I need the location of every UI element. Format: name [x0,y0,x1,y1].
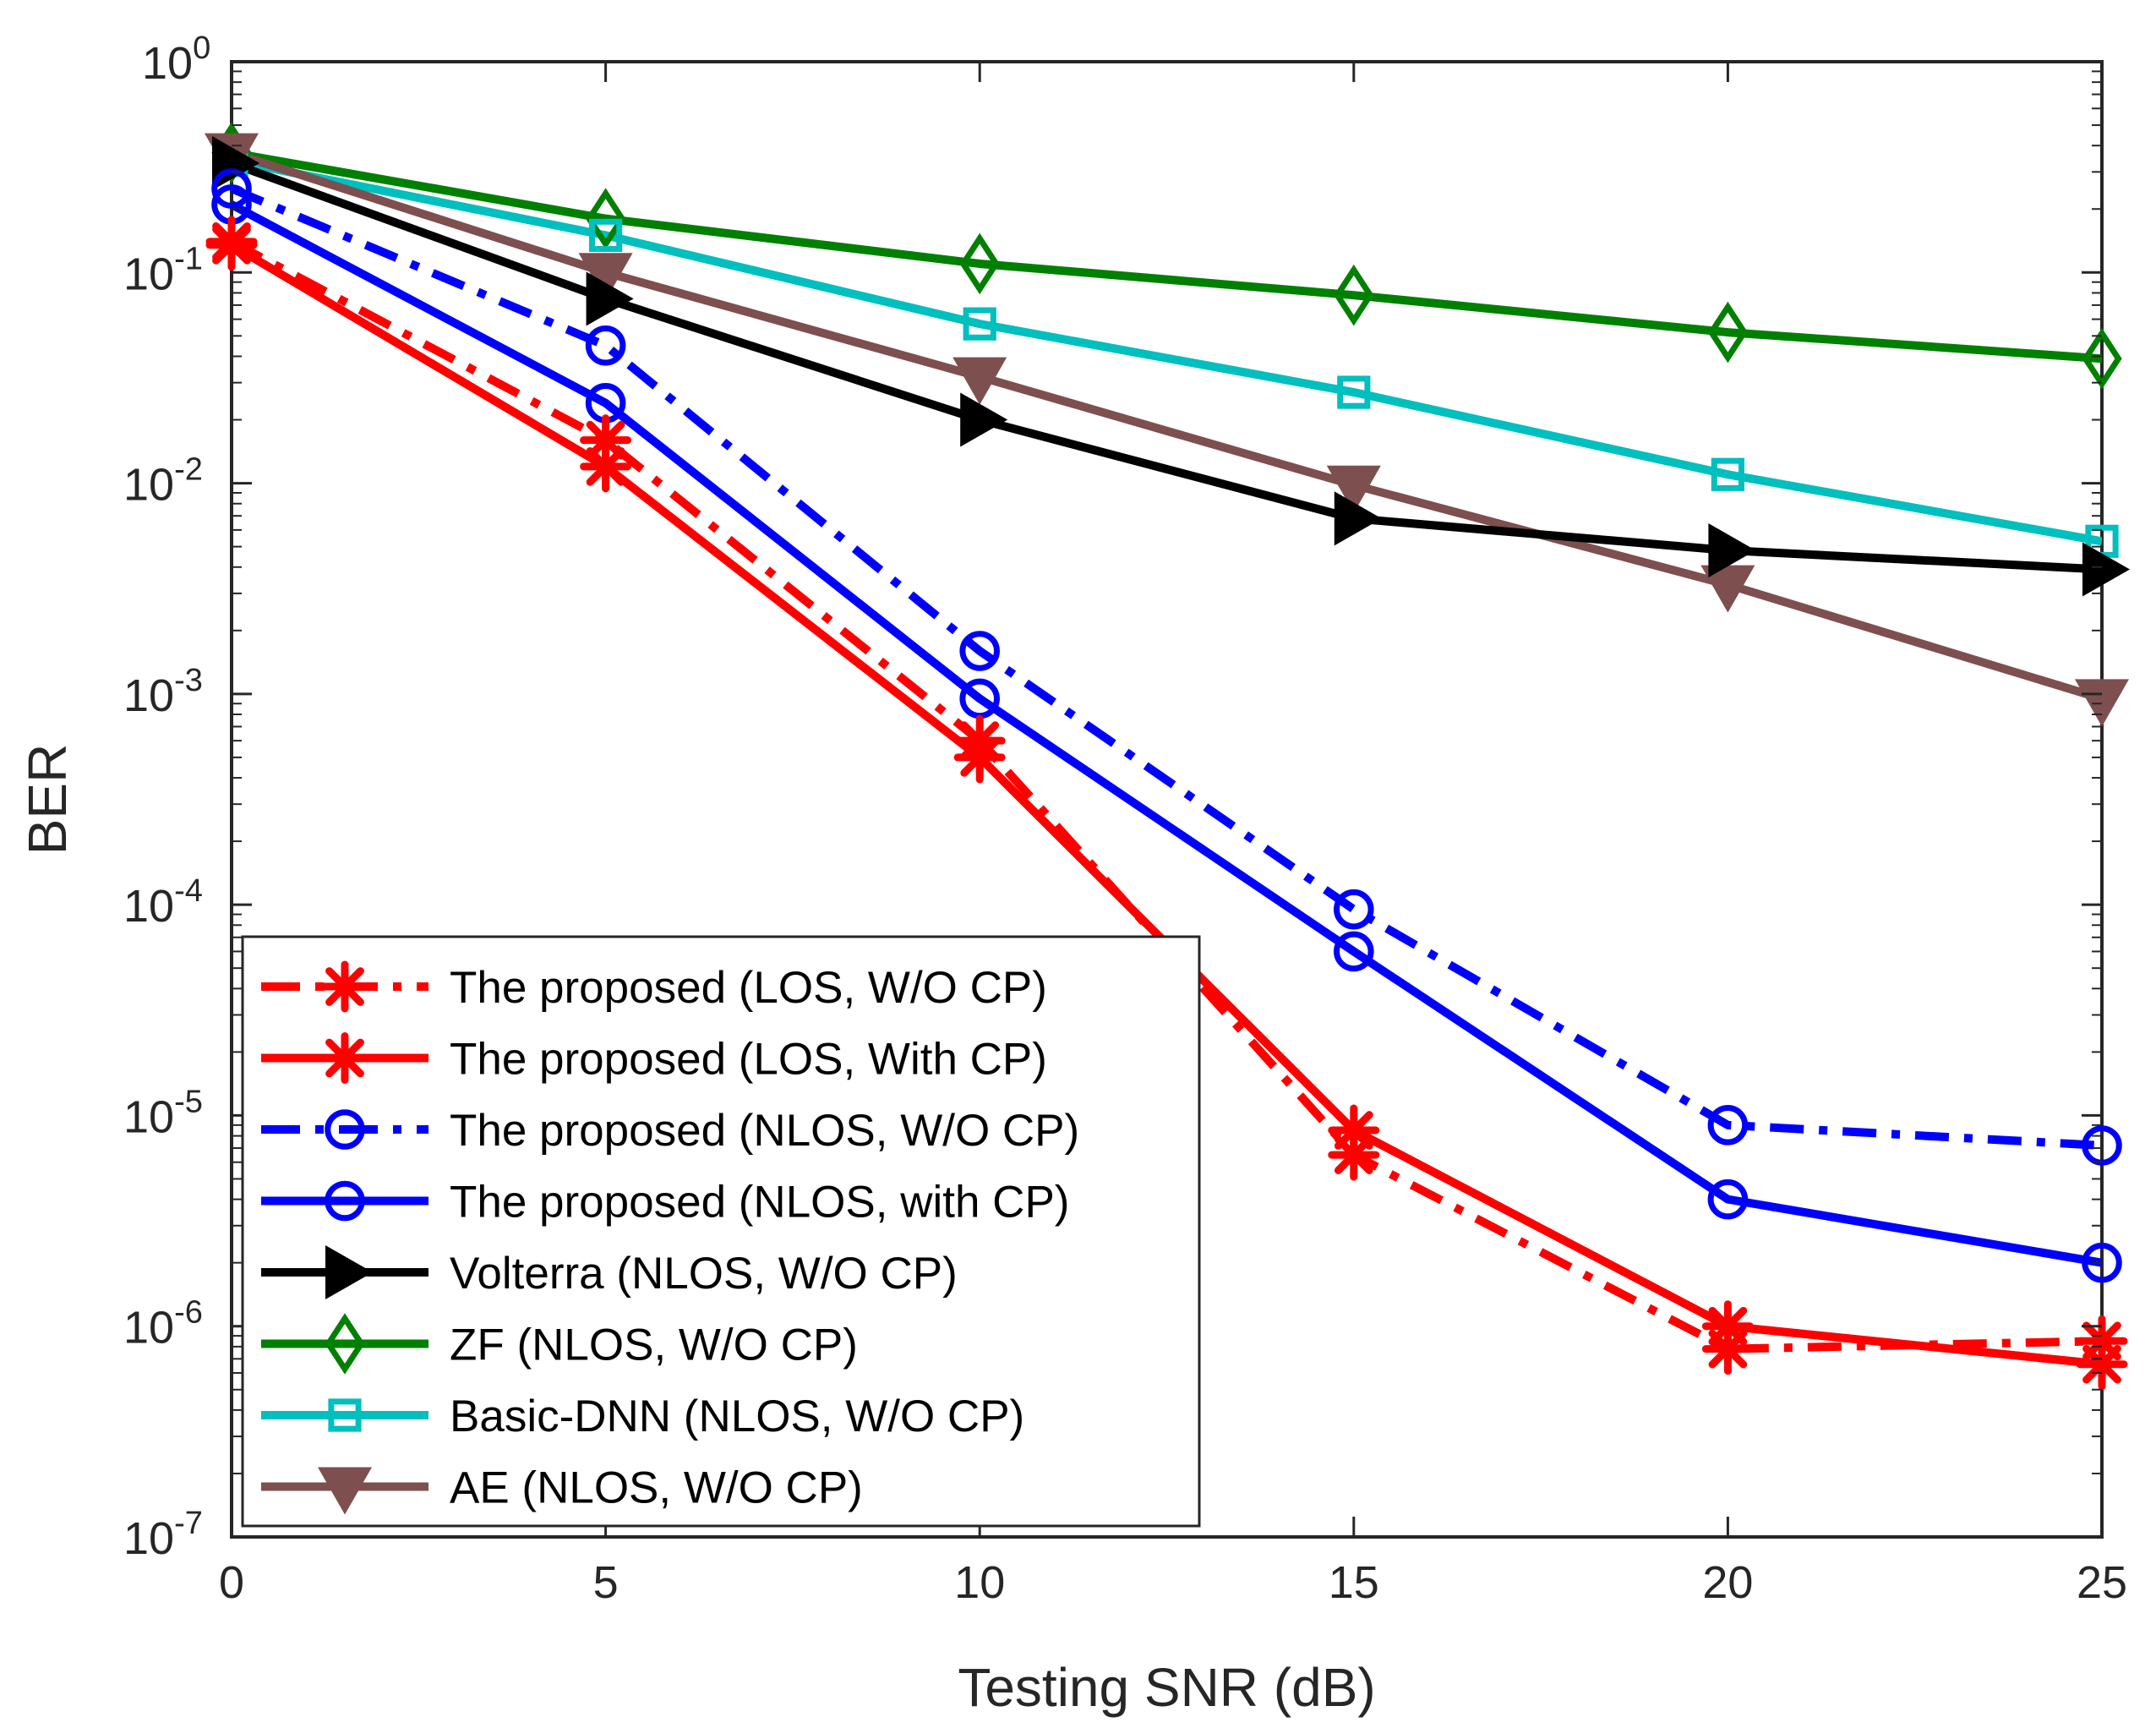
data-point-series-7 [963,307,996,341]
legend-marker-4 [325,1180,365,1222]
legend-label-1: The proposed (LOS, W/O CP) [450,963,1047,1013]
legend-label-3: The proposed (NLOS, W/O CP) [450,1106,1079,1156]
legend-label-8: AE (NLOS, W/O CP) [450,1463,863,1513]
y-tick-label: 10-1 [123,241,203,299]
marker-stroke [1334,1135,1373,1174]
data-point-series-8 [1326,465,1381,513]
axes: 0 5 10 15 20 25 100 10-1 10-2 10-3 10-4 10-5 10-6 10-… [123,30,2127,1608]
y-tick-label: 10-7 [123,1506,203,1564]
legend-marker-3 [325,1109,365,1150]
series-line-5 [232,159,2102,574]
data-point-series-5 [1334,491,1382,546]
series-line-3 [232,184,2102,1150]
legend-label-4: The proposed (NLOS, with CP) [450,1178,1069,1228]
data-point-series-8 [1700,565,1755,613]
y-tick-label: 100 [142,30,210,89]
data-point-series-3 [959,631,1000,671]
data-point-series-7 [1711,457,1745,491]
x-tick-label: 10 [954,1557,1005,1608]
series-line-6 [232,148,2102,364]
data-point-series-6 [1334,264,1374,326]
x-tick-label: 0 [219,1557,244,1608]
x-tick-label: 20 [1702,1557,1753,1608]
marker-stroke [325,967,364,1006]
data-point-series-4 [1334,931,1374,972]
x-axis-label: Testing SNR (dB) [958,1657,1375,1718]
y-tick-label: 10-5 [123,1084,203,1142]
data-point-series-4 [1707,1178,1749,1220]
marker-stroke [960,721,1000,761]
data-point-series-8 [952,357,1007,405]
data-point-series-5 [586,271,634,326]
data-point-series-6 [2082,327,2122,390]
data-point-series-8 [578,253,633,301]
data-point-series-7 [1337,375,1371,409]
data-point-series-6 [1707,301,1749,364]
x-tick-label: 15 [1329,1557,1379,1608]
data-point-series-1 [205,216,258,268]
data-point-series-4 [2082,1242,2122,1283]
y-tick-label: 10-3 [123,663,203,721]
legend-marker-5 [325,1244,374,1300]
data-point-series-1 [953,714,1006,767]
marker-stroke [586,420,625,460]
data-point-series-1 [580,414,632,467]
plot-area [230,60,2104,1539]
data-point-series-7 [588,218,623,253]
y-tick-label: 10-4 [123,873,203,932]
y-tick-label: 10-6 [123,1295,203,1353]
data-point-series-1 [1328,1129,1380,1181]
y-axis-label: BER [17,744,78,856]
data-point-series-1 [1701,1323,1754,1375]
marker-stroke [212,221,251,261]
series-line-7 [232,156,2102,546]
x-tick-label: 25 [2077,1557,2127,1608]
legend-marker-1 [319,960,371,1013]
legend-label-6: ZF (NLOS, W/O CP) [450,1321,858,1370]
legend-label-2: The proposed (LOS, With CP) [450,1035,1047,1085]
data-point-series-5 [960,392,1008,447]
data-point-series-3 [1334,889,1374,930]
data-point-series-6 [585,188,626,249]
legend-marker-7 [328,1398,362,1432]
data-point-series-5 [1708,523,1756,578]
series-line-8 [232,148,2102,703]
legend: The proposed (LOS, W/O CP) The proposed (… [241,935,1201,1528]
legend-box [241,935,1201,1528]
legend-label-5: Volterra (NLOS, W/O CP) [450,1249,958,1299]
marker-layer [204,122,2131,1391]
marker-stroke [586,446,625,486]
marker-stroke [2082,1321,2121,1361]
series-layer [232,148,2102,1369]
series-line-4 [232,200,2102,1267]
data-point-series-5 [2082,542,2131,597]
y-tick-label: 10-2 [123,452,203,511]
data-point-series-3 [1707,1105,1749,1146]
legend-marker-6 [325,1313,365,1375]
data-point-series-8 [2074,679,2130,727]
legend-marker-8 [317,1467,373,1515]
legend-label-7: Basic-DNN (NLOS, W/O CP) [450,1392,1024,1441]
marker-stroke [1708,1329,1748,1369]
marker-stroke [325,1038,364,1078]
data-point-series-6 [959,232,1000,295]
legend-marker-2 [319,1032,371,1084]
x-tick-label: 5 [593,1557,619,1608]
data-point-series-3 [585,325,626,366]
